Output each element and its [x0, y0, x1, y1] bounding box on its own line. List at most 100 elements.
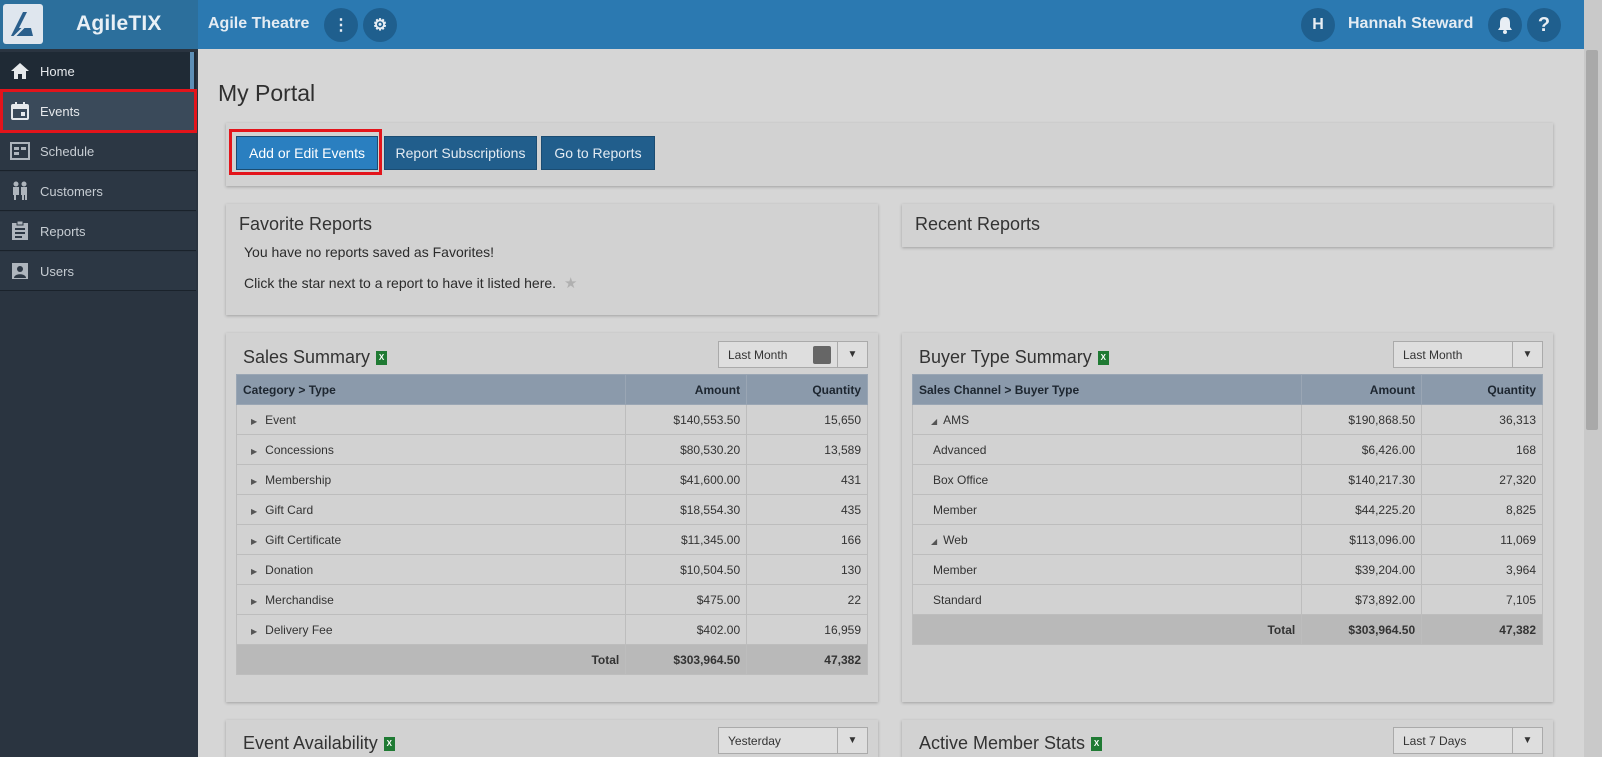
- table-row[interactable]: Member $39,204.00 3,964: [911, 554, 1543, 585]
- quantity-cell: 27,320: [1421, 464, 1543, 495]
- table-row[interactable]: Advanced $6,426.00 168: [911, 434, 1543, 465]
- page-scrollbar-thumb[interactable]: [1586, 50, 1598, 430]
- recent-reports-card: [902, 204, 1553, 247]
- row-name-cell: Advanced: [911, 434, 1303, 465]
- table-row[interactable]: ▶ Gift Card $18,554.30 435: [235, 494, 868, 525]
- add-edit-events-button[interactable]: Add or Edit Events: [236, 136, 378, 170]
- chevron-down-icon[interactable]: ▼: [837, 728, 867, 753]
- row-name: Box Office: [933, 472, 989, 487]
- column-header[interactable]: Amount: [625, 374, 748, 405]
- row-name-cell: ▶ Gift Certificate: [235, 524, 627, 555]
- sales-summary-table: Category > Type Amount Quantity ▶ Event $1…: [235, 374, 868, 675]
- org-name[interactable]: Agile Theatre: [208, 15, 310, 32]
- row-name-cell: Standard: [911, 584, 1303, 615]
- more-options-icon[interactable]: ⋮: [324, 8, 358, 42]
- chevron-down-icon[interactable]: ▼: [837, 342, 867, 367]
- amount-cell: $11,345.00: [625, 524, 748, 555]
- report-subscriptions-button[interactable]: Report Subscriptions: [384, 136, 537, 170]
- column-header[interactable]: Amount: [1301, 374, 1423, 405]
- table-row[interactable]: ◢ AMS $190,868.50 36,313: [911, 404, 1543, 435]
- user-name[interactable]: Hannah Steward: [1348, 15, 1474, 32]
- member-stats-period-value: Last 7 Days: [1403, 733, 1467, 748]
- collapse-arrow-icon[interactable]: ◢: [931, 416, 938, 426]
- sidebar-item-reports[interactable]: Reports: [0, 212, 196, 251]
- total-quantity: 47,382: [1421, 614, 1543, 645]
- event-availability-title: Event Availability X: [243, 733, 395, 754]
- chevron-down-icon[interactable]: ▼: [1512, 342, 1542, 367]
- expand-arrow-icon[interactable]: ▶: [251, 446, 258, 456]
- amount-cell: $80,530.20: [625, 434, 748, 465]
- table-row[interactable]: ▶ Delivery Fee $402.00 16,959: [235, 614, 868, 645]
- amount-cell: $113,096.00: [1301, 524, 1423, 555]
- row-name-cell: Box Office: [911, 464, 1303, 495]
- table-row[interactable]: ◢ Web $113,096.00 11,069: [911, 524, 1543, 555]
- expand-arrow-icon[interactable]: ▶: [251, 416, 258, 426]
- excel-export-icon[interactable]: X: [376, 351, 388, 366]
- table-total-row: Total $303,964.50 47,382: [911, 614, 1543, 645]
- calendar-export-icon[interactable]: [813, 345, 831, 364]
- help-icon[interactable]: ?: [1527, 8, 1561, 42]
- row-name: Standard: [933, 592, 982, 607]
- favorite-reports-card: [226, 204, 878, 315]
- member-stats-period-select[interactable]: Last 7 Days ▼: [1393, 727, 1543, 754]
- row-name-cell: Member: [911, 494, 1303, 525]
- gear-icon[interactable]: ⚙: [363, 8, 397, 42]
- amount-cell: $475.00: [625, 584, 748, 615]
- availability-period-select[interactable]: Yesterday ▼: [718, 727, 868, 754]
- sales-period-select[interactable]: Last Month ▼: [718, 341, 868, 368]
- table-row[interactable]: ▶ Gift Certificate $11,345.00 166: [235, 524, 868, 555]
- sidebar-item-label: Home: [40, 63, 75, 79]
- table-row[interactable]: ▶ Merchandise $475.00 22: [235, 584, 868, 615]
- excel-export-icon[interactable]: X: [1091, 737, 1103, 752]
- sidebar-item-customers[interactable]: Customers: [0, 172, 196, 211]
- expand-arrow-icon[interactable]: ▶: [251, 536, 258, 546]
- table-row[interactable]: ▶ Donation $10,504.50 130: [235, 554, 868, 585]
- chevron-down-icon[interactable]: ▼: [1512, 728, 1542, 753]
- expand-arrow-icon[interactable]: ▶: [251, 566, 258, 576]
- excel-export-icon[interactable]: X: [383, 737, 395, 752]
- sidebar-item-events[interactable]: Events: [0, 92, 196, 131]
- quantity-cell: 36,313: [1421, 404, 1543, 435]
- table-row[interactable]: Standard $73,892.00 7,105: [911, 584, 1543, 615]
- column-header[interactable]: Quantity: [1421, 374, 1543, 405]
- sidebar-item-label: Events: [40, 103, 80, 119]
- table-row[interactable]: ▶ Membership $41,600.00 431: [235, 464, 868, 495]
- column-header[interactable]: Sales Channel > Buyer Type: [911, 374, 1303, 405]
- collapse-arrow-icon[interactable]: ◢: [931, 536, 938, 546]
- go-to-reports-button[interactable]: Go to Reports: [541, 136, 655, 170]
- buyer-type-summary-title: Buyer Type Summary X: [919, 347, 1109, 368]
- schedule-icon: [9, 141, 31, 161]
- table-row[interactable]: ▶ Event $140,553.50 15,650: [235, 404, 868, 435]
- column-header[interactable]: Quantity: [746, 374, 868, 405]
- quantity-cell: 11,069: [1421, 524, 1543, 555]
- logo-text: AgileTIX: [76, 12, 162, 35]
- row-name: Gift Card: [265, 502, 314, 517]
- bell-icon[interactable]: [1488, 8, 1522, 42]
- sidebar-item-users[interactable]: Users: [0, 252, 196, 291]
- star-icon: ★: [563, 275, 578, 292]
- user-avatar[interactable]: H: [1301, 8, 1335, 42]
- amount-cell: $6,426.00: [1301, 434, 1423, 465]
- member-stats-title-text: Active Member Stats: [919, 733, 1086, 753]
- buyer-period-select[interactable]: Last Month ▼: [1393, 341, 1543, 368]
- row-name-cell: ◢ AMS: [911, 404, 1303, 435]
- expand-arrow-icon[interactable]: ▶: [251, 476, 258, 486]
- sales-summary-title: Sales Summary X: [243, 347, 388, 368]
- excel-export-icon[interactable]: X: [1097, 351, 1109, 366]
- expand-arrow-icon[interactable]: ▶: [251, 626, 258, 636]
- table-row[interactable]: ▶ Concessions $80,530.20 13,589: [235, 434, 868, 465]
- row-name-cell: ◢ Web: [911, 524, 1303, 555]
- table-row[interactable]: Member $44,225.20 8,825: [911, 494, 1543, 525]
- logo-area[interactable]: AgileTIX: [0, 0, 198, 49]
- amount-cell: $41,600.00: [625, 464, 748, 495]
- column-header[interactable]: Category > Type: [235, 374, 627, 405]
- sidebar-item-schedule[interactable]: Schedule: [0, 132, 196, 171]
- row-name-cell: ▶ Event: [235, 404, 627, 435]
- table-row[interactable]: Box Office $140,217.30 27,320: [911, 464, 1543, 495]
- total-amount: $303,964.50: [625, 644, 748, 675]
- row-name: Membership: [265, 472, 332, 487]
- expand-arrow-icon[interactable]: ▶: [251, 506, 258, 516]
- sidebar-item-label: Schedule: [40, 143, 95, 159]
- expand-arrow-icon[interactable]: ▶: [251, 596, 258, 606]
- sidebar-item-home[interactable]: Home: [0, 52, 196, 91]
